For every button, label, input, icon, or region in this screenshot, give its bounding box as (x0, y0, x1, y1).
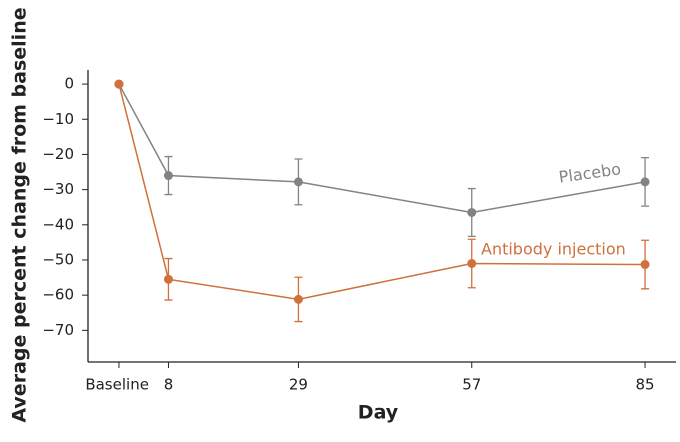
data-point (293, 177, 303, 187)
data-point (114, 79, 124, 89)
series-line (118, 83, 646, 301)
data-point (467, 207, 477, 217)
series-line (118, 83, 646, 214)
y-tick-label: −50 (42, 250, 74, 268)
x-tick-label: 57 (462, 376, 481, 394)
data-point (467, 258, 477, 268)
x-tick-label: 8 (164, 376, 174, 394)
y-tick-label: −60 (42, 286, 74, 304)
y-tick-label: −30 (42, 180, 74, 198)
series-label: Placebo (558, 159, 623, 187)
data-point (163, 171, 173, 181)
y-tick-label: −20 (42, 145, 74, 163)
series-label: Antibody injection (481, 240, 626, 259)
x-axis-label: Day (358, 402, 399, 424)
x-tick-label: 29 (289, 376, 308, 394)
y-axis-label: Average percent change from baseline (9, 7, 31, 422)
y-tick-label: −10 (42, 110, 74, 128)
x-tick-label: 85 (636, 376, 655, 394)
y-tick-label: −40 (42, 215, 74, 233)
data-point (163, 274, 173, 284)
data-point (640, 177, 650, 187)
x-tick-label: Baseline (85, 376, 149, 394)
y-tick-label: 0 (64, 75, 74, 93)
y-tick-label: −70 (42, 321, 74, 339)
data-point (293, 294, 303, 304)
data-point (640, 260, 650, 270)
